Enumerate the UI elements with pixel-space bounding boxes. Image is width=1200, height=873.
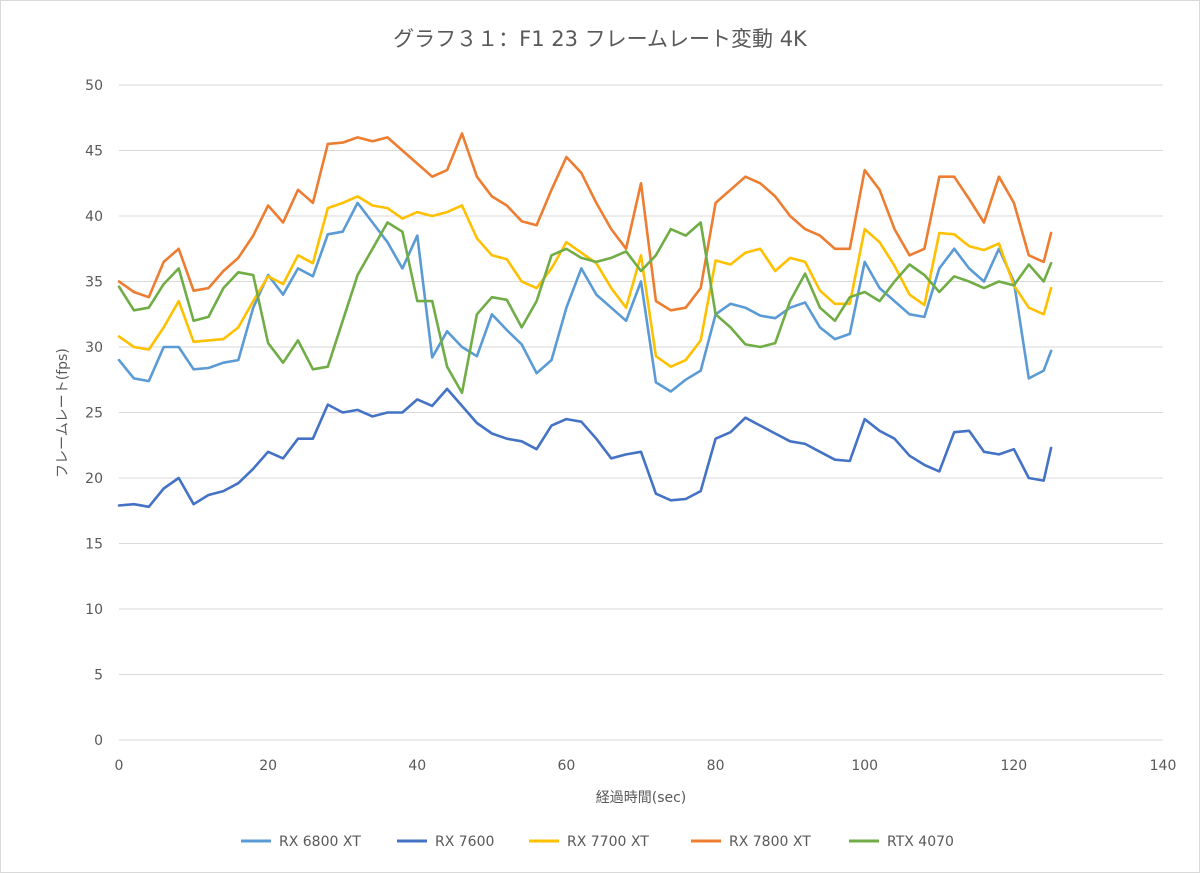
legend-label: RX 7600 bbox=[435, 834, 494, 850]
legend-label: RX 7700 XT bbox=[567, 834, 649, 850]
y-tick-label: 10 bbox=[85, 602, 103, 618]
legend: RX 6800 XT RX 7600 RX 7700 XT RX 7800 XT RTX… bbox=[241, 834, 954, 850]
x-tick-label: 80 bbox=[707, 758, 725, 774]
series-line-rtx-4070 bbox=[117, 221, 1053, 395]
x-tick-label: 140 bbox=[1150, 758, 1177, 774]
x-tick-label: 20 bbox=[259, 758, 277, 774]
y-tick-label: 25 bbox=[85, 406, 103, 422]
x-tick-label: 0 bbox=[115, 758, 124, 774]
legend-label: RX 6800 XT bbox=[279, 834, 361, 850]
legend-item: RX 7700 XT bbox=[529, 834, 649, 850]
legend-item: RX 6800 XT bbox=[241, 834, 361, 850]
series-line-rx-7600 bbox=[117, 387, 1053, 509]
y-axis-label: フレームレート(fps) bbox=[55, 348, 71, 478]
legend-item: RTX 4070 bbox=[849, 834, 954, 850]
chart-title: グラフ３１：F1 23 フレームレート変動 4K bbox=[393, 27, 808, 51]
legend-label: RTX 4070 bbox=[887, 834, 954, 850]
series-lines bbox=[117, 132, 1053, 509]
y-tick-label: 50 bbox=[85, 78, 103, 94]
legend-label: RX 7800 XT bbox=[729, 834, 811, 850]
y-tick-label: 5 bbox=[94, 668, 103, 684]
y-tick-label: 0 bbox=[94, 733, 103, 749]
legend-item: RX 7800 XT bbox=[691, 834, 811, 850]
x-tick-label: 120 bbox=[1000, 758, 1027, 774]
x-tick-label: 100 bbox=[851, 758, 878, 774]
y-tick-label: 40 bbox=[85, 209, 103, 225]
y-axis-ticks: 0 5 10 15 20 25 30 35 40 45 50 bbox=[85, 78, 103, 749]
x-tick-label: 40 bbox=[408, 758, 426, 774]
x-axis-ticks: 0 20 40 60 80 100 120 140 bbox=[115, 758, 1177, 774]
y-tick-label: 35 bbox=[85, 275, 103, 291]
series-line-rx-6800-xt bbox=[117, 201, 1053, 393]
series-line-rx-7700-xt bbox=[117, 195, 1053, 368]
y-tick-label: 30 bbox=[85, 340, 103, 356]
y-tick-label: 20 bbox=[85, 471, 103, 487]
y-tick-label: 15 bbox=[85, 537, 103, 553]
x-axis-label: 経過時間(sec) bbox=[596, 790, 687, 806]
y-tick-label: 45 bbox=[85, 144, 103, 160]
x-tick-label: 60 bbox=[558, 758, 576, 774]
series-line-rx-7800-xt bbox=[117, 132, 1053, 312]
legend-item: RX 7600 bbox=[397, 834, 494, 850]
